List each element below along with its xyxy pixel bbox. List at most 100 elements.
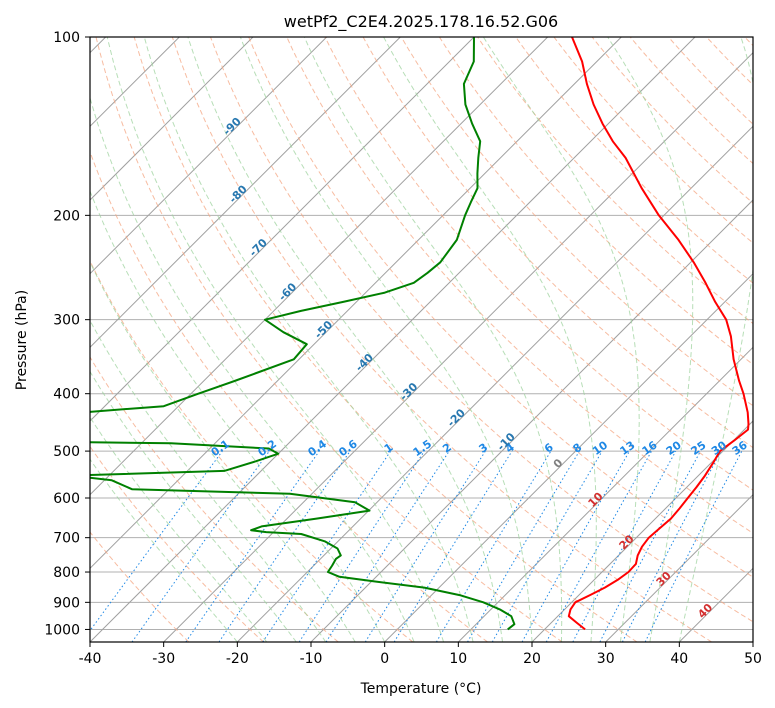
y-tick-label: 600 — [53, 491, 80, 507]
plot-frame — [89, 36, 754, 643]
moist-adiabat — [90, 458, 238, 642]
isotherm — [678, 567, 753, 642]
mixing-ratio-label: 1.5 — [411, 437, 434, 459]
dry-adiabat — [95, 37, 563, 642]
isotherm-label: -40 — [353, 351, 376, 374]
dewpoint-profile — [90, 37, 516, 631]
moist-adiabat — [607, 37, 694, 642]
isotherm — [90, 37, 254, 201]
profile-lines — [90, 37, 750, 631]
dry-adiabat — [362, 37, 753, 449]
x-tick-label: 20 — [523, 651, 541, 667]
y-tick-label: 200 — [53, 208, 80, 224]
moist-adiabat — [143, 37, 474, 642]
dry-adiabat — [248, 37, 753, 578]
moist-adiabat — [90, 416, 268, 642]
mixing-ratio-label: 3 — [477, 441, 491, 456]
dry-adiabat — [90, 259, 414, 642]
y-tick-label: 100 — [53, 30, 80, 46]
temperature-profile — [567, 37, 750, 631]
mixing-ratio-line — [491, 450, 603, 642]
mixing-ratio-line — [298, 450, 425, 642]
dry-adiabat — [210, 37, 753, 623]
isotherm — [90, 37, 475, 422]
isotherm-label: -70 — [247, 236, 270, 259]
dry-adiabat — [133, 37, 638, 642]
y-tick-label: 300 — [53, 313, 80, 329]
mixing-ratio-label: 0.4 — [306, 437, 330, 459]
chart-title: wetPf2_C2E4.2025.178.16.52.G06 — [284, 12, 558, 32]
dry-adiabat — [171, 37, 712, 642]
dry-adiabat — [744, 37, 753, 47]
dry-adiabat — [90, 531, 190, 642]
moist-adiabat — [187, 37, 503, 642]
isotherm-label: -80 — [227, 182, 250, 205]
dry-adiabat — [515, 37, 753, 284]
moist-adiabat — [90, 189, 386, 642]
mixing-ratio-line — [644, 450, 743, 642]
isotherm — [605, 493, 753, 642]
y-tick-label: 1000 — [44, 622, 80, 638]
x-tick-label: 0 — [380, 651, 389, 667]
isotherm — [163, 51, 753, 642]
y-tick-label: 500 — [53, 444, 80, 460]
isotherm — [752, 641, 753, 642]
isotherm-label: -60 — [276, 280, 299, 303]
moist-adiabat — [678, 37, 753, 642]
mixing-ratio-line — [467, 450, 580, 642]
mixing-ratio-label: 13 — [617, 439, 637, 458]
mixing-ratio-line — [393, 450, 513, 642]
mixing-ratio-label: 20 — [664, 438, 684, 458]
isotherm-label: 10 — [586, 490, 606, 510]
x-tick-label: -30 — [152, 651, 175, 667]
dry-adiabat — [400, 37, 753, 407]
y-tick-label: 800 — [53, 565, 80, 581]
y-tick-label: 400 — [53, 387, 80, 403]
mixing-ratio-line — [185, 450, 320, 642]
moist-adiabat — [383, 37, 597, 642]
mixing-ratio-line — [545, 450, 653, 642]
axis-ticks: -40 -30 -20 -10 0 10 20 30 40 5010020030040050060… — [44, 30, 762, 667]
isotherm — [236, 125, 753, 642]
isotherm-label: -30 — [397, 380, 420, 403]
isotherm-label: -90 — [221, 115, 244, 138]
isotherm-label: 40 — [695, 601, 715, 621]
moist-adiabat — [106, 37, 445, 642]
x-tick-label: -40 — [79, 651, 102, 667]
moist-adiabat — [90, 260, 356, 642]
x-tick-label: 50 — [744, 651, 762, 667]
dry-adiabat — [90, 150, 488, 642]
dry-adiabat — [591, 37, 753, 204]
isotherm — [90, 37, 696, 642]
y-tick-label: 700 — [53, 531, 80, 547]
isotherm — [457, 346, 753, 642]
mixing-ratio-line — [262, 450, 392, 642]
x-tick-label: 10 — [449, 651, 467, 667]
mixing-ratio-label: 6 — [542, 441, 556, 456]
mixing-ratio-line — [218, 450, 351, 642]
mixing-ratio-label: 1 — [382, 441, 396, 456]
dry-adiabat — [90, 445, 264, 642]
x-tick-label: -10 — [300, 651, 323, 667]
x-tick-label: -20 — [226, 651, 249, 667]
isotherm — [310, 199, 753, 642]
y-tick-label: 900 — [53, 595, 80, 611]
mixing-ratio-label: 0.1 — [209, 437, 232, 459]
x-tick-label: 30 — [597, 651, 615, 667]
moist-adiabat — [303, 37, 563, 642]
moist-adiabat — [482, 37, 640, 642]
mixing-ratio-line — [435, 450, 552, 642]
moist-adiabat — [90, 319, 327, 642]
isotherm-label: 20 — [617, 532, 637, 552]
dry-adiabat — [438, 37, 753, 366]
isotherm — [90, 37, 401, 349]
mixing-ratio-label: 30 — [709, 438, 729, 458]
isotherm — [90, 37, 622, 570]
x-tick-label: 40 — [670, 651, 688, 667]
mixing-ratio-line — [131, 450, 270, 642]
y-axis-label: Pressure (hPa) — [14, 290, 30, 390]
dry-adiabat — [668, 37, 753, 125]
dry-adiabat — [706, 37, 753, 86]
mixing-ratio-line — [599, 450, 701, 642]
isotherm — [531, 420, 753, 642]
